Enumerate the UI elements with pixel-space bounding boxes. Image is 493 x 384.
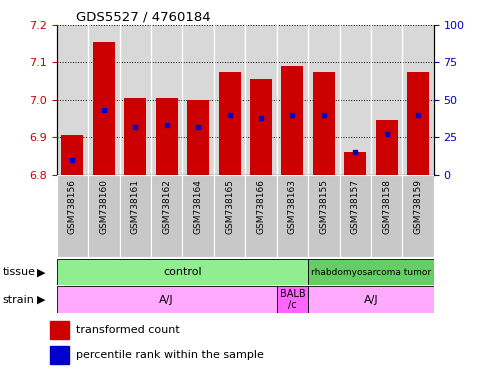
Bar: [371, 175, 402, 257]
Text: A/J: A/J: [364, 295, 378, 305]
Bar: [344, 152, 366, 175]
Bar: [277, 286, 308, 313]
Bar: [245, 175, 277, 257]
Bar: [124, 98, 146, 175]
Bar: [250, 79, 272, 175]
Text: percentile rank within the sample: percentile rank within the sample: [76, 350, 264, 360]
Bar: [218, 72, 241, 175]
Text: A/J: A/J: [159, 295, 174, 305]
Bar: [57, 175, 88, 257]
Bar: [313, 72, 335, 175]
Bar: [93, 42, 115, 175]
Text: GSM738157: GSM738157: [351, 179, 360, 234]
Text: GSM738162: GSM738162: [162, 179, 171, 234]
Text: ▶: ▶: [37, 295, 45, 305]
Text: tissue: tissue: [2, 267, 35, 277]
Text: GSM738161: GSM738161: [131, 179, 140, 234]
Text: GSM738158: GSM738158: [382, 179, 391, 234]
Bar: [50, 346, 69, 364]
Text: GSM738165: GSM738165: [225, 179, 234, 234]
Text: rhabdomyosarcoma tumor: rhabdomyosarcoma tumor: [311, 268, 431, 277]
Bar: [407, 72, 429, 175]
Bar: [402, 175, 434, 257]
Text: control: control: [163, 267, 202, 277]
Text: GDS5527 / 4760184: GDS5527 / 4760184: [75, 11, 210, 24]
Bar: [62, 136, 83, 175]
Text: GSM738164: GSM738164: [194, 179, 203, 234]
Bar: [340, 175, 371, 257]
Text: BALB
/c: BALB /c: [280, 289, 305, 310]
Text: ▶: ▶: [37, 267, 45, 277]
Text: GSM738156: GSM738156: [68, 179, 77, 234]
Text: GSM738159: GSM738159: [414, 179, 423, 234]
Bar: [308, 175, 340, 257]
Text: GSM738160: GSM738160: [99, 179, 108, 234]
Text: transformed count: transformed count: [76, 325, 180, 335]
Bar: [182, 175, 214, 257]
Bar: [376, 121, 398, 175]
Bar: [57, 259, 308, 285]
Text: strain: strain: [2, 295, 35, 305]
Bar: [156, 98, 177, 175]
Bar: [214, 175, 246, 257]
Bar: [308, 286, 434, 313]
Bar: [282, 66, 303, 175]
Bar: [88, 175, 119, 257]
Text: GSM738163: GSM738163: [288, 179, 297, 234]
Text: GSM738155: GSM738155: [319, 179, 328, 234]
Bar: [277, 175, 308, 257]
Bar: [57, 286, 277, 313]
Bar: [50, 321, 69, 339]
Bar: [151, 175, 182, 257]
Bar: [187, 100, 209, 175]
Text: GSM738166: GSM738166: [256, 179, 266, 234]
Bar: [308, 259, 434, 285]
Bar: [119, 175, 151, 257]
